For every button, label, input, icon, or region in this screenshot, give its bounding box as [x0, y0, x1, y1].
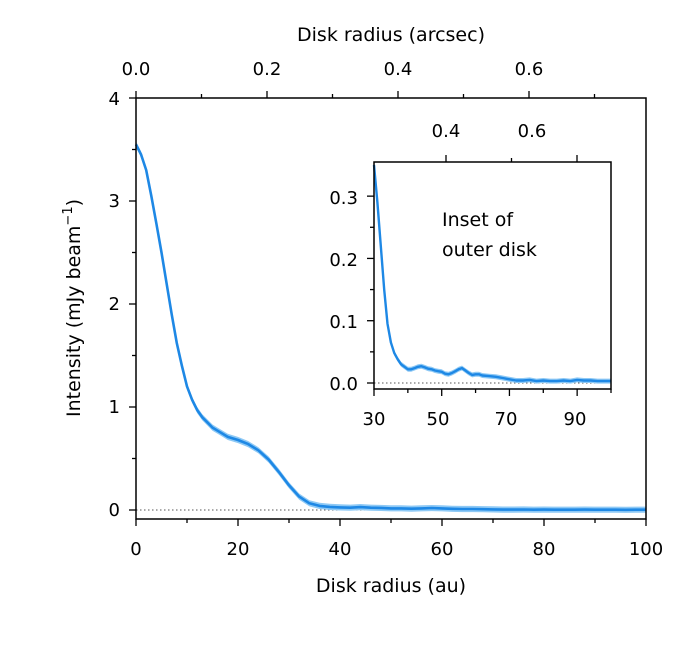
main-x-tick-label: 60 [431, 539, 454, 560]
main-x-tick-label: 80 [533, 539, 556, 560]
inset-x-tick-label: 30 [363, 409, 386, 430]
top-x-axis-title: Disk radius (arcsec) [297, 24, 485, 46]
main-top-x-tick-label: 0.6 [515, 59, 544, 80]
main-top-x-tick-label: 0.4 [384, 59, 413, 80]
main-intensity-curve [134, 143, 646, 512]
main-x-tick-label: 40 [329, 539, 352, 560]
main-plot: 0 20 40 60 80 100 0 1 2 3 4 0.0 0.2 0.4 … [61, 24, 663, 597]
inset-y-tick-label: 0.1 [329, 312, 358, 333]
main-y-tick-label: 2 [109, 294, 120, 315]
inset-uncertainty-band [374, 162, 611, 384]
inset-y-tick-label: 0.3 [329, 188, 358, 209]
main-y-tick-label: 1 [109, 397, 120, 418]
main-y-tick-label: 3 [109, 191, 120, 212]
inset-top-x-tick-label: 0.6 [518, 121, 547, 142]
inset-y-tick-label: 0.0 [329, 374, 358, 395]
main-ticks [129, 91, 647, 526]
inset-ticks [367, 155, 612, 396]
main-top-x-tick-label: 0.0 [122, 59, 151, 80]
inset-top-x-tick-label: 0.4 [432, 121, 461, 142]
main-y-tick-label: 0 [109, 500, 120, 521]
main-top-x-tick-label: 0.2 [253, 59, 282, 80]
inset-intensity-curve [372, 164, 611, 383]
main-x-tick-label: 100 [629, 539, 663, 560]
inset-annotation-line-1: Inset of [442, 209, 514, 231]
y-axis-title: Intensity (mJy beam−1) [61, 199, 85, 417]
inset-x-tick-label: 90 [564, 409, 587, 430]
main-x-tick-label: 0 [130, 539, 141, 560]
main-x-tick-label: 20 [227, 539, 250, 560]
x-axis-title: Disk radius (au) [316, 575, 466, 597]
inset-background [374, 162, 611, 389]
inset-x-tick-label: 70 [495, 409, 518, 430]
inset-axes-frame [373, 161, 612, 390]
inset-plot: 30 50 70 90 0.0 0.1 0.2 0.3 0.4 0.6 Inse… [329, 121, 612, 430]
inset-x-tick-label: 50 [427, 409, 450, 430]
inset-annotation-line-2: outer disk [442, 239, 537, 261]
inset-y-tick-label: 0.2 [329, 250, 358, 271]
main-y-tick-label: 4 [109, 89, 120, 110]
